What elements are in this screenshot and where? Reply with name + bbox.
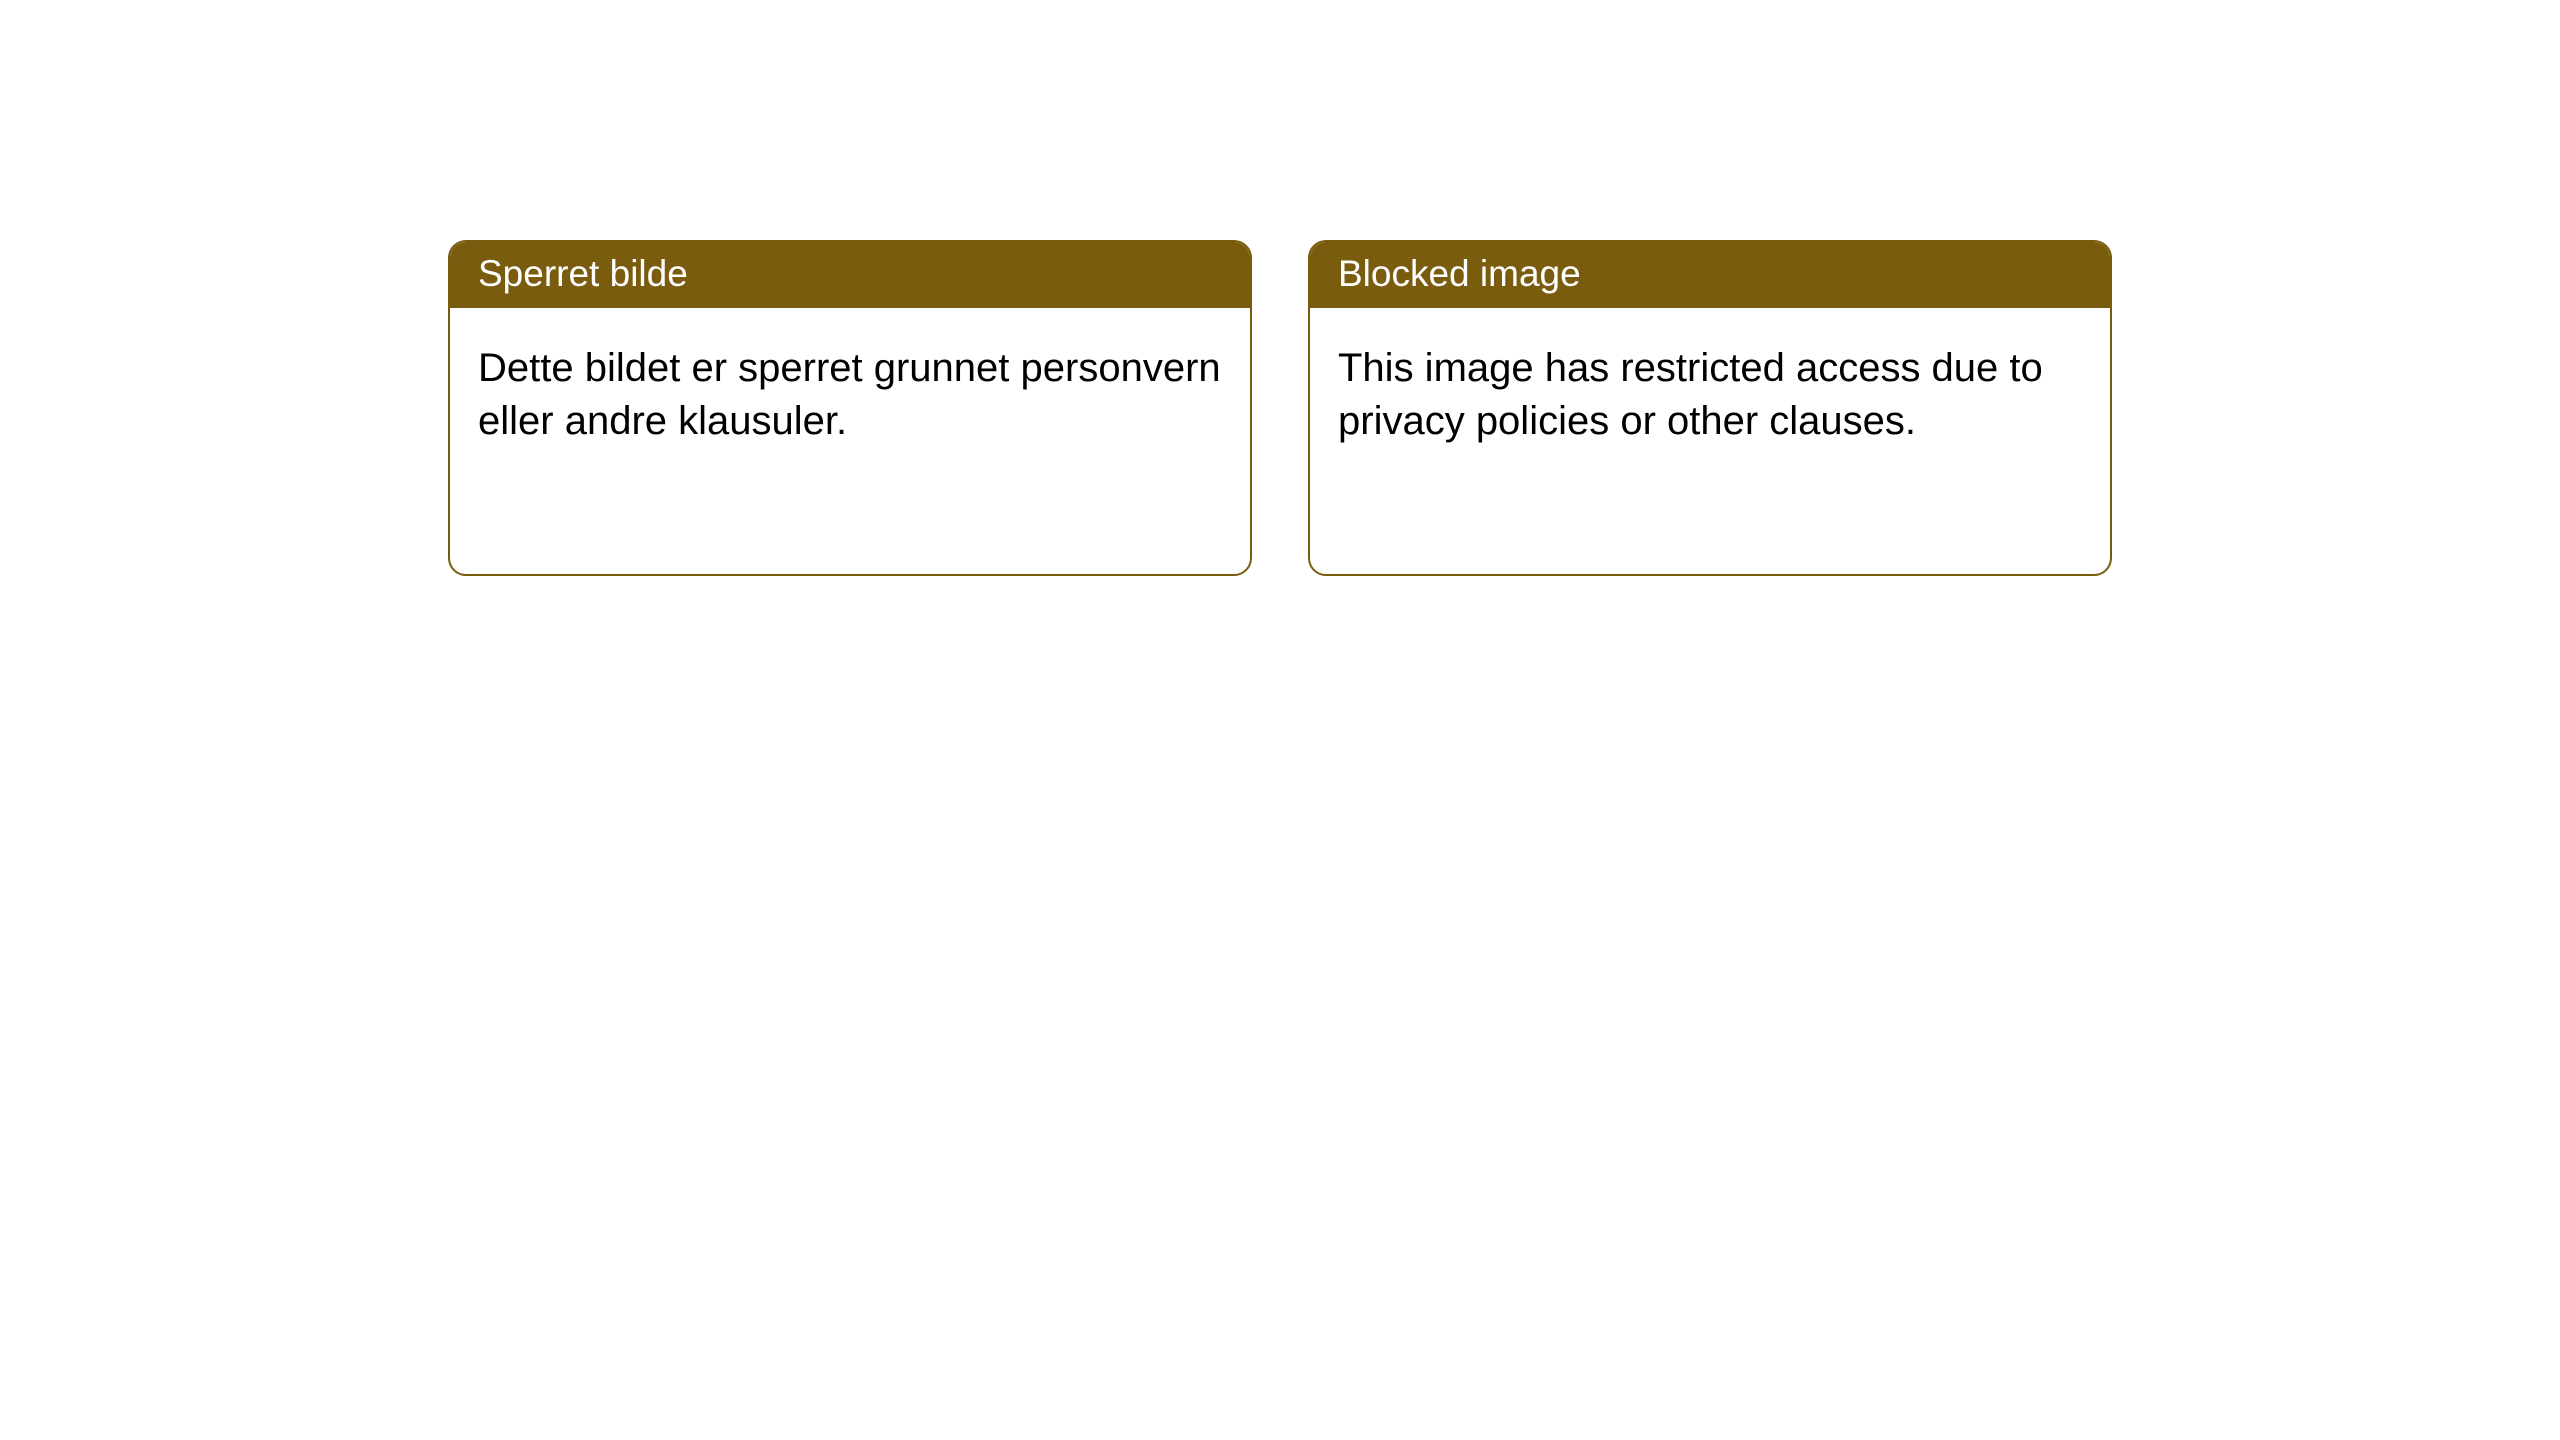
notice-card-english: Blocked image This image has restricted …: [1308, 240, 2112, 576]
notice-body: Dette bildet er sperret grunnet personve…: [450, 308, 1250, 476]
notice-container: Sperret bilde Dette bildet er sperret gr…: [0, 0, 2560, 576]
notice-title: Sperret bilde: [450, 242, 1250, 308]
notice-body: This image has restricted access due to …: [1310, 308, 2110, 476]
notice-title: Blocked image: [1310, 242, 2110, 308]
notice-card-norwegian: Sperret bilde Dette bildet er sperret gr…: [448, 240, 1252, 576]
